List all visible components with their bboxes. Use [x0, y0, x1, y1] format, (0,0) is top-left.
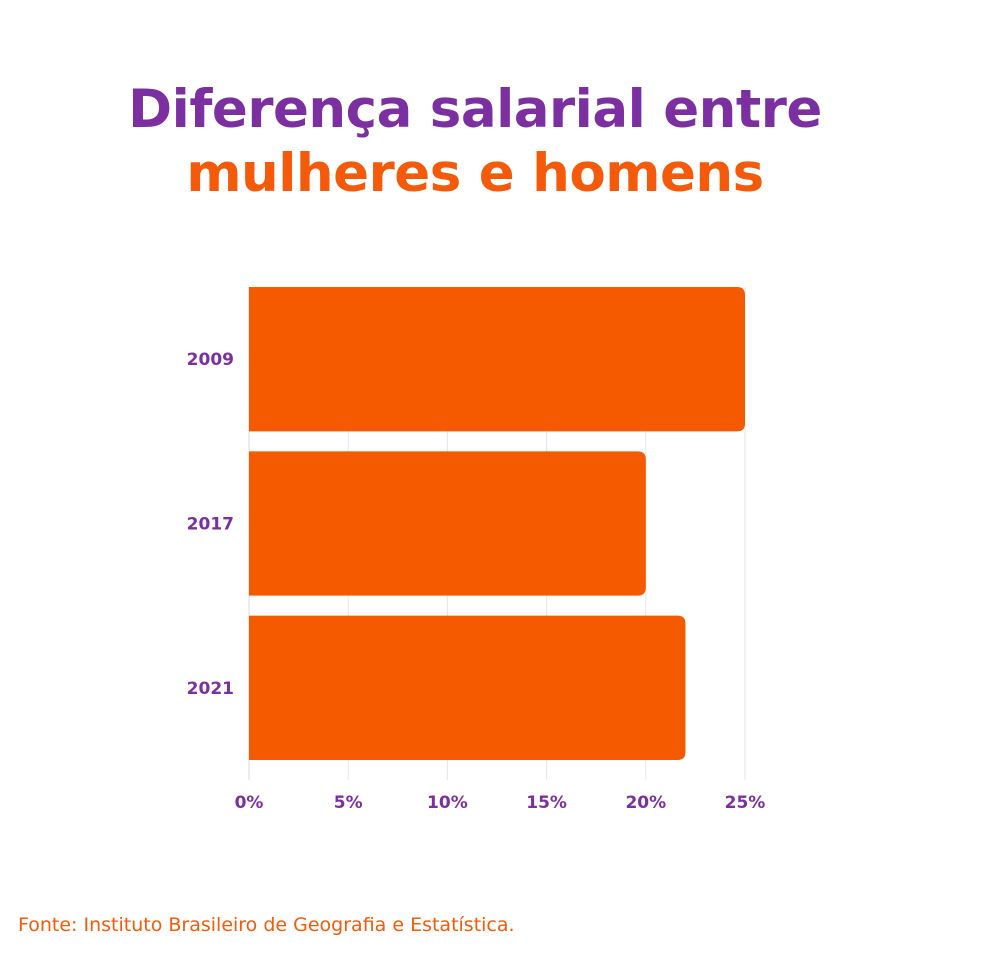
x-tick-label: 10%	[427, 793, 468, 813]
x-tick-label: 5%	[334, 793, 363, 813]
x-tick-label: 0%	[235, 793, 264, 813]
label-layer: 0% 5% 10% 15% 20% 25% 2009 2017 2021	[187, 350, 766, 813]
title-line-1: Diferença salarial entre	[128, 79, 822, 140]
y-category-label: 2009	[187, 350, 234, 370]
chart-title: Diferença salarial entre mulheres e home…	[0, 78, 950, 206]
bar-2017	[249, 451, 646, 596]
bar-2009	[249, 287, 745, 432]
bar-2021	[249, 615, 686, 760]
x-tick-label: 20%	[625, 793, 666, 813]
bar-layer	[249, 287, 745, 760]
source-note: Fonte: Instituto Brasileiro de Geografia…	[18, 914, 515, 936]
x-tick-label: 25%	[725, 793, 766, 813]
title-line-2: mulheres e homens	[186, 143, 764, 204]
x-tick-label: 15%	[526, 793, 567, 813]
y-category-label: 2017	[187, 515, 234, 535]
y-category-label: 2021	[187, 679, 234, 699]
